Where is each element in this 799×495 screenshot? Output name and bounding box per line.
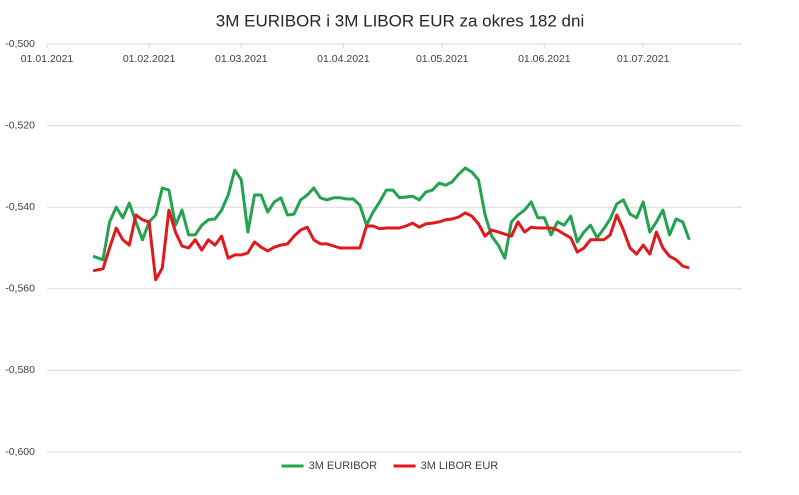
x-tick-label: 01.02.2021: [123, 53, 176, 65]
x-tick-label: 01.04.2021: [317, 53, 370, 65]
series-line: [92, 166, 691, 262]
y-tick-label: -0,560: [5, 283, 35, 295]
x-tick-label: 01.05.2021: [416, 53, 469, 65]
y-tick-label: -0,540: [5, 201, 35, 213]
x-tick-label: 01.01.2021: [21, 53, 74, 65]
x-tick-label: 01.03.2021: [215, 53, 268, 65]
legend-label: 3M EURIBOR: [309, 460, 378, 472]
chart-title: 3M EURIBOR i 3M LIBOR EUR za okres 182 d…: [216, 11, 584, 30]
series-line: [92, 208, 690, 282]
y-tick-label: -0,600: [5, 446, 35, 458]
legend-label: 3M LIBOR EUR: [421, 460, 499, 472]
y-tick-label: -0,520: [5, 119, 35, 131]
y-tick-label: -0,500: [5, 38, 35, 50]
y-tick-label: -0,580: [5, 364, 35, 376]
x-tick-label: 01.07.2021: [617, 53, 670, 65]
x-tick-label: 01.06.2021: [518, 53, 571, 65]
